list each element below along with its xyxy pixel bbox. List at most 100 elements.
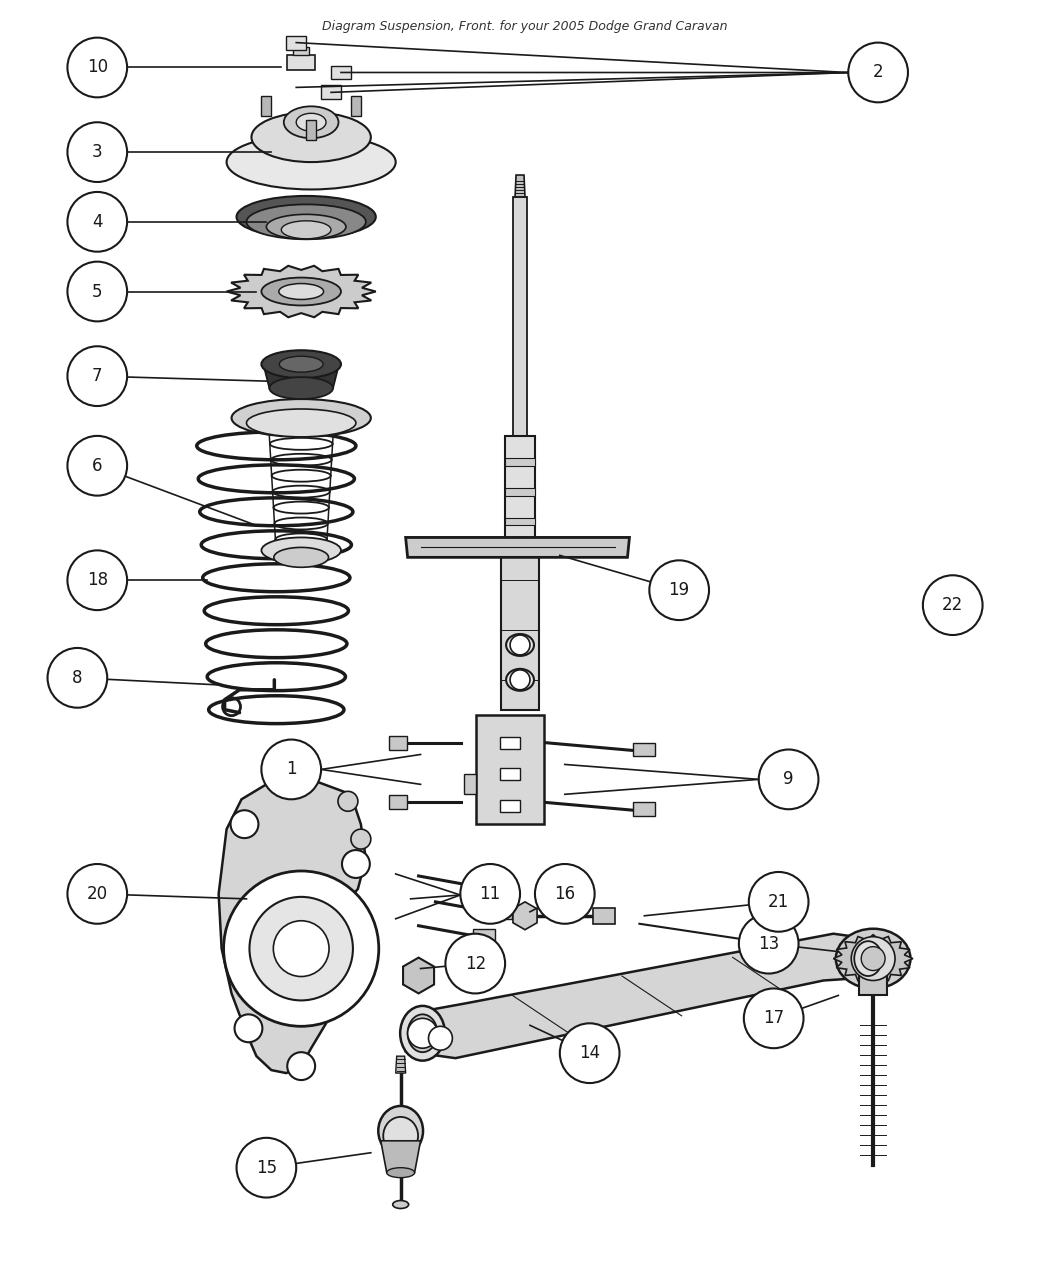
Bar [505, 458, 534, 465]
Ellipse shape [393, 1201, 408, 1209]
Bar [505, 518, 534, 525]
Bar [288, 55, 315, 70]
Text: Diagram Suspension, Front. for your 2005 Dodge Grand Caravan: Diagram Suspension, Front. for your 2005… [322, 19, 728, 33]
Circle shape [848, 42, 908, 102]
Bar [500, 737, 520, 748]
Text: 11: 11 [480, 885, 501, 903]
Ellipse shape [232, 399, 371, 437]
Ellipse shape [247, 409, 356, 437]
Polygon shape [513, 196, 527, 436]
Circle shape [428, 1026, 453, 1051]
Text: 17: 17 [763, 1010, 784, 1028]
Polygon shape [834, 935, 912, 983]
Circle shape [743, 988, 803, 1048]
Circle shape [338, 792, 358, 811]
Circle shape [288, 1052, 315, 1080]
Bar [293, 47, 309, 55]
Ellipse shape [400, 1006, 445, 1061]
Ellipse shape [407, 1015, 438, 1052]
Circle shape [67, 436, 127, 496]
Circle shape [923, 575, 983, 635]
Text: 8: 8 [72, 669, 83, 687]
Bar [474, 878, 496, 892]
Text: 19: 19 [669, 581, 690, 599]
Bar [331, 65, 351, 79]
Bar [859, 975, 887, 996]
Circle shape [510, 669, 530, 690]
Circle shape [67, 864, 127, 924]
Bar [500, 769, 520, 780]
Bar [500, 801, 520, 812]
Circle shape [250, 896, 353, 1001]
Circle shape [510, 635, 530, 655]
Ellipse shape [378, 1105, 423, 1155]
Text: 16: 16 [554, 885, 575, 903]
Polygon shape [405, 538, 629, 557]
Polygon shape [264, 365, 339, 388]
Bar [287, 36, 307, 50]
Polygon shape [396, 1056, 405, 1074]
Circle shape [231, 810, 258, 838]
Text: 1: 1 [286, 760, 296, 779]
Text: 18: 18 [87, 571, 108, 589]
Text: 12: 12 [465, 955, 486, 973]
Bar [633, 802, 655, 816]
Circle shape [407, 1019, 438, 1048]
Ellipse shape [279, 283, 323, 300]
Ellipse shape [247, 204, 365, 240]
Circle shape [351, 829, 371, 849]
Circle shape [759, 750, 818, 810]
Text: 13: 13 [758, 935, 779, 952]
Ellipse shape [267, 214, 345, 240]
Text: 4: 4 [92, 213, 103, 231]
Circle shape [67, 261, 127, 321]
Text: 7: 7 [92, 367, 103, 385]
Bar [321, 85, 341, 99]
Polygon shape [477, 715, 544, 824]
Ellipse shape [261, 351, 341, 379]
Circle shape [739, 914, 799, 974]
Text: 2: 2 [873, 64, 883, 82]
Text: 14: 14 [580, 1044, 601, 1062]
Circle shape [342, 850, 370, 878]
Text: 6: 6 [92, 456, 103, 474]
Text: 3: 3 [92, 143, 103, 161]
Bar [633, 742, 655, 756]
Polygon shape [403, 958, 434, 993]
Bar [505, 487, 534, 496]
Bar [388, 736, 406, 750]
Text: 5: 5 [92, 283, 103, 301]
Polygon shape [381, 1141, 421, 1173]
Polygon shape [501, 551, 539, 710]
Circle shape [445, 933, 505, 993]
Polygon shape [227, 265, 376, 317]
Bar [490, 905, 512, 919]
Ellipse shape [386, 1168, 415, 1178]
Text: 21: 21 [768, 892, 790, 910]
Text: 9: 9 [783, 770, 794, 788]
Ellipse shape [227, 135, 396, 190]
Polygon shape [405, 933, 883, 1058]
Circle shape [749, 872, 808, 932]
Circle shape [67, 347, 127, 405]
Ellipse shape [284, 106, 338, 138]
Ellipse shape [279, 356, 323, 372]
Circle shape [47, 648, 107, 708]
Text: 20: 20 [87, 885, 108, 903]
Circle shape [273, 921, 329, 977]
Circle shape [67, 193, 127, 251]
Circle shape [861, 946, 885, 970]
Circle shape [261, 740, 321, 799]
Ellipse shape [261, 538, 341, 564]
Ellipse shape [836, 928, 910, 988]
Ellipse shape [296, 113, 327, 131]
Polygon shape [464, 774, 477, 794]
Ellipse shape [236, 196, 376, 237]
Circle shape [852, 937, 895, 980]
Polygon shape [513, 901, 537, 929]
Ellipse shape [506, 669, 534, 691]
Bar [351, 96, 361, 116]
Circle shape [234, 1015, 262, 1042]
Ellipse shape [251, 112, 371, 162]
Bar [261, 96, 271, 116]
